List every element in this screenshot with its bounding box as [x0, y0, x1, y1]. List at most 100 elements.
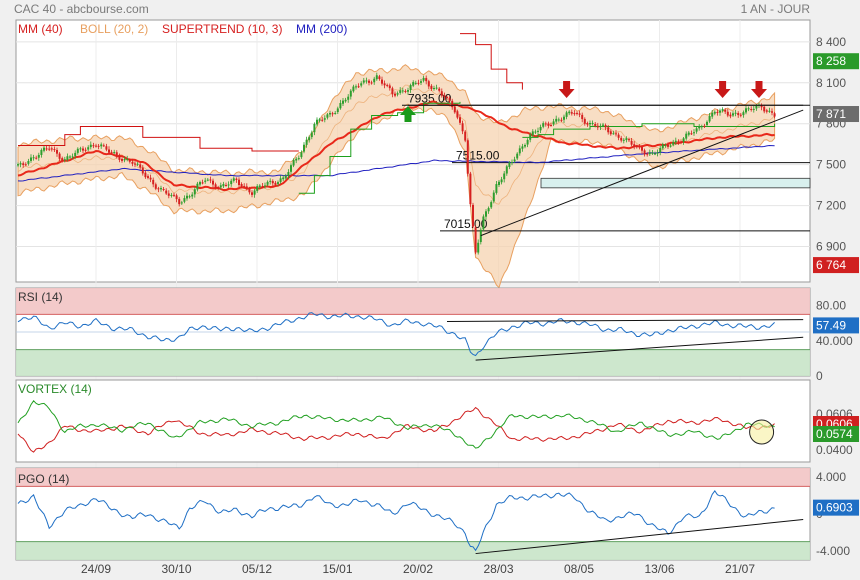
- candle-body: [659, 148, 662, 153]
- candle-body: [97, 145, 100, 147]
- candle-body: [365, 80, 368, 82]
- candle-body: [435, 87, 438, 89]
- candle-body: [282, 177, 285, 180]
- x-tick-label: 13/06: [645, 562, 675, 576]
- candle-body: [113, 152, 116, 154]
- level-label: 7515.00: [456, 149, 500, 163]
- candle-body: [602, 124, 604, 126]
- candle-body: [498, 181, 500, 186]
- rsi-tick-label: 80.00: [816, 299, 846, 313]
- candle-body: [378, 76, 381, 80]
- price-badge-label: 6 764: [816, 258, 846, 272]
- candle-body: [217, 187, 220, 189]
- candle-body: [170, 194, 173, 196]
- candle-body: [656, 152, 659, 154]
- candle-body: [661, 144, 664, 149]
- candle-body: [568, 111, 571, 114]
- candle-body: [732, 113, 734, 116]
- candle-body: [92, 145, 95, 147]
- candle-body: [35, 157, 38, 159]
- candle-body: [165, 190, 168, 194]
- candle-body: [448, 97, 451, 101]
- candle-body: [102, 145, 105, 147]
- candle-body: [513, 159, 516, 162]
- candle-body: [269, 180, 272, 182]
- candle-body: [537, 130, 539, 132]
- candle-body: [277, 182, 279, 184]
- candle-body: [443, 95, 446, 98]
- candle-body: [123, 158, 126, 161]
- candle-body: [79, 148, 82, 150]
- crossover-highlight: [749, 419, 775, 445]
- candle-body: [201, 182, 204, 184]
- candle-body: [594, 123, 597, 126]
- candle-body: [745, 108, 747, 113]
- candle-body: [258, 185, 261, 188]
- candle-body: [388, 85, 391, 89]
- price-tick-label: 8 400: [816, 35, 846, 49]
- candle-body: [342, 100, 344, 104]
- candle-body: [620, 137, 623, 141]
- price-tick-label: 8 100: [816, 76, 846, 90]
- candle-body: [295, 158, 298, 161]
- candle-body: [583, 118, 586, 124]
- candle-body: [399, 90, 402, 93]
- candle-body: [186, 195, 188, 199]
- rsi-trendline: [475, 336, 804, 361]
- candle-body: [609, 131, 612, 135]
- period-label[interactable]: 1 AN - JOUR: [740, 2, 810, 16]
- candle-body: [414, 82, 417, 84]
- candle-body: [56, 150, 58, 154]
- candle-body: [516, 153, 519, 159]
- candle-body: [95, 145, 97, 147]
- candle-body: [105, 146, 108, 150]
- candle-body: [591, 122, 594, 124]
- candle-body: [248, 188, 251, 193]
- pgo-low-zone: [16, 541, 810, 560]
- rsi-line: [17, 312, 775, 357]
- candle-body: [648, 152, 651, 155]
- candle-body: [542, 123, 545, 127]
- vortex-tick-label: 0.0400: [816, 443, 853, 457]
- candle-body: [505, 166, 508, 174]
- candle-body: [490, 202, 493, 208]
- candle-body: [362, 80, 365, 83]
- candle-body: [196, 183, 199, 190]
- x-tick-label: 21/07: [725, 562, 755, 576]
- rsi-title: RSI (14): [18, 290, 63, 304]
- candle-body: [625, 138, 628, 141]
- candle-body: [74, 152, 77, 157]
- vortex-title: VORTEX (14): [18, 382, 92, 396]
- candle-body: [576, 112, 578, 114]
- candle-body: [235, 178, 238, 180]
- candle-body: [264, 185, 266, 187]
- candle-body: [401, 90, 404, 92]
- candle-body: [651, 152, 654, 154]
- sell-arrow-icon: [714, 81, 731, 98]
- candle-body: [118, 155, 121, 160]
- candle-body: [425, 78, 428, 82]
- candle-body: [596, 126, 599, 128]
- candle-body: [407, 90, 409, 92]
- candle-body: [459, 117, 461, 123]
- candle-body: [420, 81, 422, 83]
- candle-body: [472, 204, 474, 227]
- candle-body: [703, 125, 706, 127]
- candle-body: [438, 88, 441, 91]
- candle-body: [292, 159, 295, 166]
- candle-body: [466, 140, 469, 174]
- candle-body: [729, 114, 732, 117]
- candle-body: [711, 112, 714, 117]
- candle-body: [765, 110, 768, 112]
- candle-body: [290, 165, 292, 172]
- candle-body: [726, 111, 729, 116]
- candle-body: [672, 142, 675, 145]
- candle-body: [157, 188, 160, 190]
- candle-body: [167, 193, 170, 196]
- pgo-line: [17, 490, 775, 552]
- candle-body: [53, 149, 56, 151]
- candle-body: [383, 83, 386, 86]
- level-label: 7935.00: [408, 91, 452, 105]
- candle-body: [225, 184, 227, 186]
- candle-body: [511, 161, 513, 164]
